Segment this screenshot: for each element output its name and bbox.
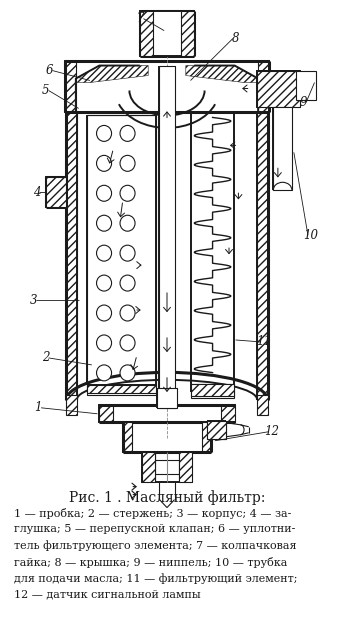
Bar [207, 421, 226, 439]
Text: 9: 9 [299, 96, 307, 109]
Circle shape [120, 275, 135, 291]
Bar [140, 11, 194, 56]
Bar [157, 388, 177, 408]
Bar [179, 452, 192, 482]
Circle shape [97, 126, 112, 142]
Bar [87, 385, 156, 393]
Bar [64, 61, 76, 112]
Bar [159, 66, 176, 408]
Bar [123, 422, 132, 452]
Bar [87, 385, 156, 395]
Bar [87, 115, 156, 385]
Bar [273, 107, 292, 190]
Bar [77, 112, 257, 400]
Text: 12 — датчик сигнальной лампы: 12 — датчик сигнальной лампы [14, 590, 200, 600]
Bar [207, 421, 226, 439]
Bar [181, 11, 194, 56]
Text: Рис. 1 . Масляный фильтр:: Рис. 1 . Масляный фильтр: [69, 489, 265, 505]
Circle shape [97, 335, 112, 351]
Bar [257, 71, 301, 107]
Bar [142, 452, 155, 482]
Bar [64, 61, 269, 112]
Bar [99, 405, 235, 422]
Circle shape [120, 156, 135, 172]
Bar [46, 177, 67, 207]
Circle shape [120, 335, 135, 351]
Text: 8: 8 [232, 32, 239, 45]
Text: 3: 3 [30, 293, 37, 306]
Bar [257, 395, 268, 415]
Bar [258, 61, 269, 112]
Text: 7: 7 [137, 12, 144, 25]
Text: 1: 1 [35, 401, 42, 414]
Text: 6: 6 [46, 64, 53, 77]
Bar [257, 71, 301, 107]
Circle shape [120, 185, 135, 201]
Bar [46, 177, 67, 207]
Text: тель фильтрующего элемента; 7 — колпачковая: тель фильтрующего элемента; 7 — колпачко… [14, 540, 296, 551]
Bar [192, 384, 234, 396]
Text: для подачи масла; 11 — фильтрующий элемент;: для подачи масла; 11 — фильтрующий элеме… [14, 574, 297, 584]
Text: 5: 5 [42, 84, 50, 97]
Bar [123, 422, 211, 452]
Text: 4: 4 [33, 186, 40, 199]
Bar [192, 384, 234, 398]
Text: 10: 10 [303, 228, 318, 242]
Circle shape [120, 365, 135, 381]
Circle shape [120, 245, 135, 261]
Circle shape [97, 305, 112, 321]
Bar [142, 452, 192, 482]
Circle shape [97, 275, 112, 291]
Circle shape [97, 245, 112, 261]
Bar [67, 112, 77, 400]
Text: 11: 11 [256, 336, 271, 348]
Circle shape [120, 215, 135, 231]
Circle shape [97, 365, 112, 381]
Bar [202, 422, 211, 452]
Text: глушка; 5 — перепускной клапан; 6 — уплотни-: глушка; 5 — перепускной клапан; 6 — упло… [14, 524, 295, 534]
Bar [296, 71, 316, 100]
Bar [222, 405, 235, 422]
Text: гайка; 8 — крышка; 9 — ниппель; 10 — трубка: гайка; 8 — крышка; 9 — ниппель; 10 — тру… [14, 557, 287, 568]
Circle shape [120, 305, 135, 321]
Circle shape [97, 185, 112, 201]
Text: 12: 12 [264, 426, 279, 438]
Text: 1 — пробка; 2 — стержень; 3 — корпус; 4 — за-: 1 — пробка; 2 — стержень; 3 — корпус; 4 … [14, 508, 291, 519]
Circle shape [97, 156, 112, 172]
Circle shape [97, 215, 112, 231]
Circle shape [120, 126, 135, 142]
Bar [257, 112, 268, 400]
Bar [67, 395, 77, 415]
Bar [140, 11, 153, 56]
Bar [99, 405, 113, 422]
Text: 2: 2 [42, 352, 50, 364]
